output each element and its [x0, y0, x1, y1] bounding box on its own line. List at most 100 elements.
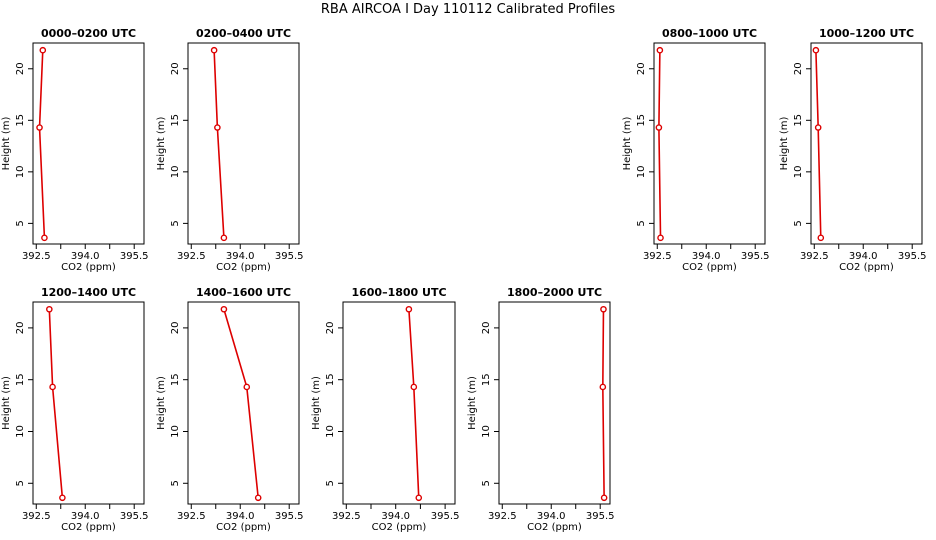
x-tick-label: 392.5: [177, 251, 206, 262]
data-point: [49, 383, 56, 391]
data-point: [655, 124, 663, 131]
x-tick-label: 394.0: [71, 511, 100, 522]
x-tick-label: 395.5: [275, 251, 304, 262]
data-point: [46, 305, 53, 313]
y-tick-label: 5: [793, 220, 804, 226]
y-tick-label: 5: [325, 480, 336, 486]
x-tick-label: 392.5: [643, 251, 672, 262]
y-tick-label: 20: [793, 62, 804, 75]
x-tick-label: 394.0: [226, 251, 255, 262]
panel-title: 0200–0400 UTC: [196, 27, 291, 40]
x-tick-label: 395.5: [275, 511, 304, 522]
x-tick-label: 392.5: [800, 251, 829, 262]
data-point: [817, 234, 825, 242]
y-tick-label: 15: [15, 114, 26, 127]
data-point: [599, 383, 607, 391]
data-point: [657, 234, 664, 242]
series-line: [213, 50, 225, 238]
page-title: RBA AIRCOA I Day 110112 Calibrated Profi…: [320, 2, 616, 17]
x-tick-label: 392.5: [177, 511, 206, 522]
y-tick-label: 5: [15, 220, 26, 226]
y-tick-label: 10: [325, 425, 336, 438]
plot-frame: [653, 42, 766, 245]
x-tick-label: 394.0: [849, 251, 878, 262]
x-axis-label: CO2 (ppm): [839, 262, 894, 273]
plot-frame: [342, 301, 456, 505]
y-tick-label: 15: [793, 114, 804, 127]
y-tick-label: 20: [636, 62, 647, 75]
y-tick-label: 15: [636, 114, 647, 127]
series-line: [38, 50, 46, 238]
x-tick-label: 392.5: [332, 511, 361, 522]
x-axis-label: CO2 (ppm): [372, 522, 427, 533]
y-tick-label: 10: [793, 165, 804, 178]
y-tick-label: 20: [325, 322, 336, 335]
data-point: [254, 494, 262, 502]
data-point: [59, 494, 66, 502]
x-tick-label: 395.5: [586, 511, 615, 522]
panel-title: 0000–0200 UTC: [41, 27, 136, 40]
y-tick-label: 15: [481, 373, 492, 386]
data-point: [220, 305, 228, 313]
data-point: [405, 305, 413, 313]
x-axis-label: CO2 (ppm): [216, 522, 271, 533]
panel-title: 1200–1400 UTC: [41, 286, 136, 299]
y-tick-label: 20: [15, 322, 26, 335]
series-line: [223, 309, 259, 498]
plot-frame: [187, 301, 300, 505]
y-tick-label: 15: [170, 114, 181, 127]
y-tick-label: 10: [636, 165, 647, 178]
y-axis-label: Height (m): [311, 376, 322, 430]
y-tick-label: 10: [15, 165, 26, 178]
x-tick-label: 394.0: [537, 511, 566, 522]
data-point: [220, 234, 228, 242]
x-tick-label: 395.5: [120, 511, 149, 522]
y-axis-label: Height (m): [1, 117, 12, 171]
y-axis-label: Height (m): [467, 376, 478, 430]
y-axis-label: Height (m): [156, 117, 167, 171]
y-tick-label: 20: [170, 322, 181, 335]
x-tick-label: 394.0: [71, 251, 100, 262]
data-point: [36, 124, 43, 131]
y-tick-label: 20: [481, 322, 492, 335]
x-tick-label: 392.5: [22, 251, 51, 262]
data-point: [410, 383, 418, 391]
x-axis-label: CO2 (ppm): [527, 522, 582, 533]
x-tick-label: 395.5: [741, 251, 770, 262]
x-tick-label: 394.0: [381, 511, 410, 522]
x-axis-label: CO2 (ppm): [61, 262, 116, 273]
data-point: [214, 124, 221, 131]
data-point: [812, 46, 820, 54]
x-tick-label: 392.5: [22, 511, 51, 522]
panel-title: 1400–1600 UTC: [196, 286, 291, 299]
y-tick-label: 5: [481, 480, 492, 486]
x-tick-label: 394.0: [692, 251, 721, 262]
series-line: [48, 309, 64, 498]
y-tick-label: 20: [170, 62, 181, 75]
y-tick-label: 15: [325, 373, 336, 386]
y-axis-label: Height (m): [622, 117, 633, 171]
data-point: [600, 305, 607, 313]
data-point: [39, 46, 47, 54]
y-tick-label: 10: [170, 165, 181, 178]
series-line: [408, 309, 420, 498]
series-line: [602, 309, 605, 498]
y-axis-label: Height (m): [1, 376, 12, 430]
y-axis-label: Height (m): [156, 376, 167, 430]
y-tick-label: 5: [636, 220, 647, 226]
y-tick-label: 5: [170, 480, 181, 486]
x-tick-label: 395.5: [120, 251, 149, 262]
x-axis-label: CO2 (ppm): [216, 262, 271, 273]
y-tick-label: 5: [170, 220, 181, 226]
data-point: [814, 124, 822, 131]
data-point: [243, 383, 251, 391]
y-tick-label: 10: [15, 425, 26, 438]
plot-frame: [810, 42, 923, 245]
plot-frame: [187, 42, 300, 245]
x-tick-label: 395.5: [898, 251, 927, 262]
y-tick-label: 10: [481, 425, 492, 438]
x-tick-label: 395.5: [431, 511, 460, 522]
data-point: [600, 494, 608, 502]
plot-frame: [32, 42, 145, 245]
